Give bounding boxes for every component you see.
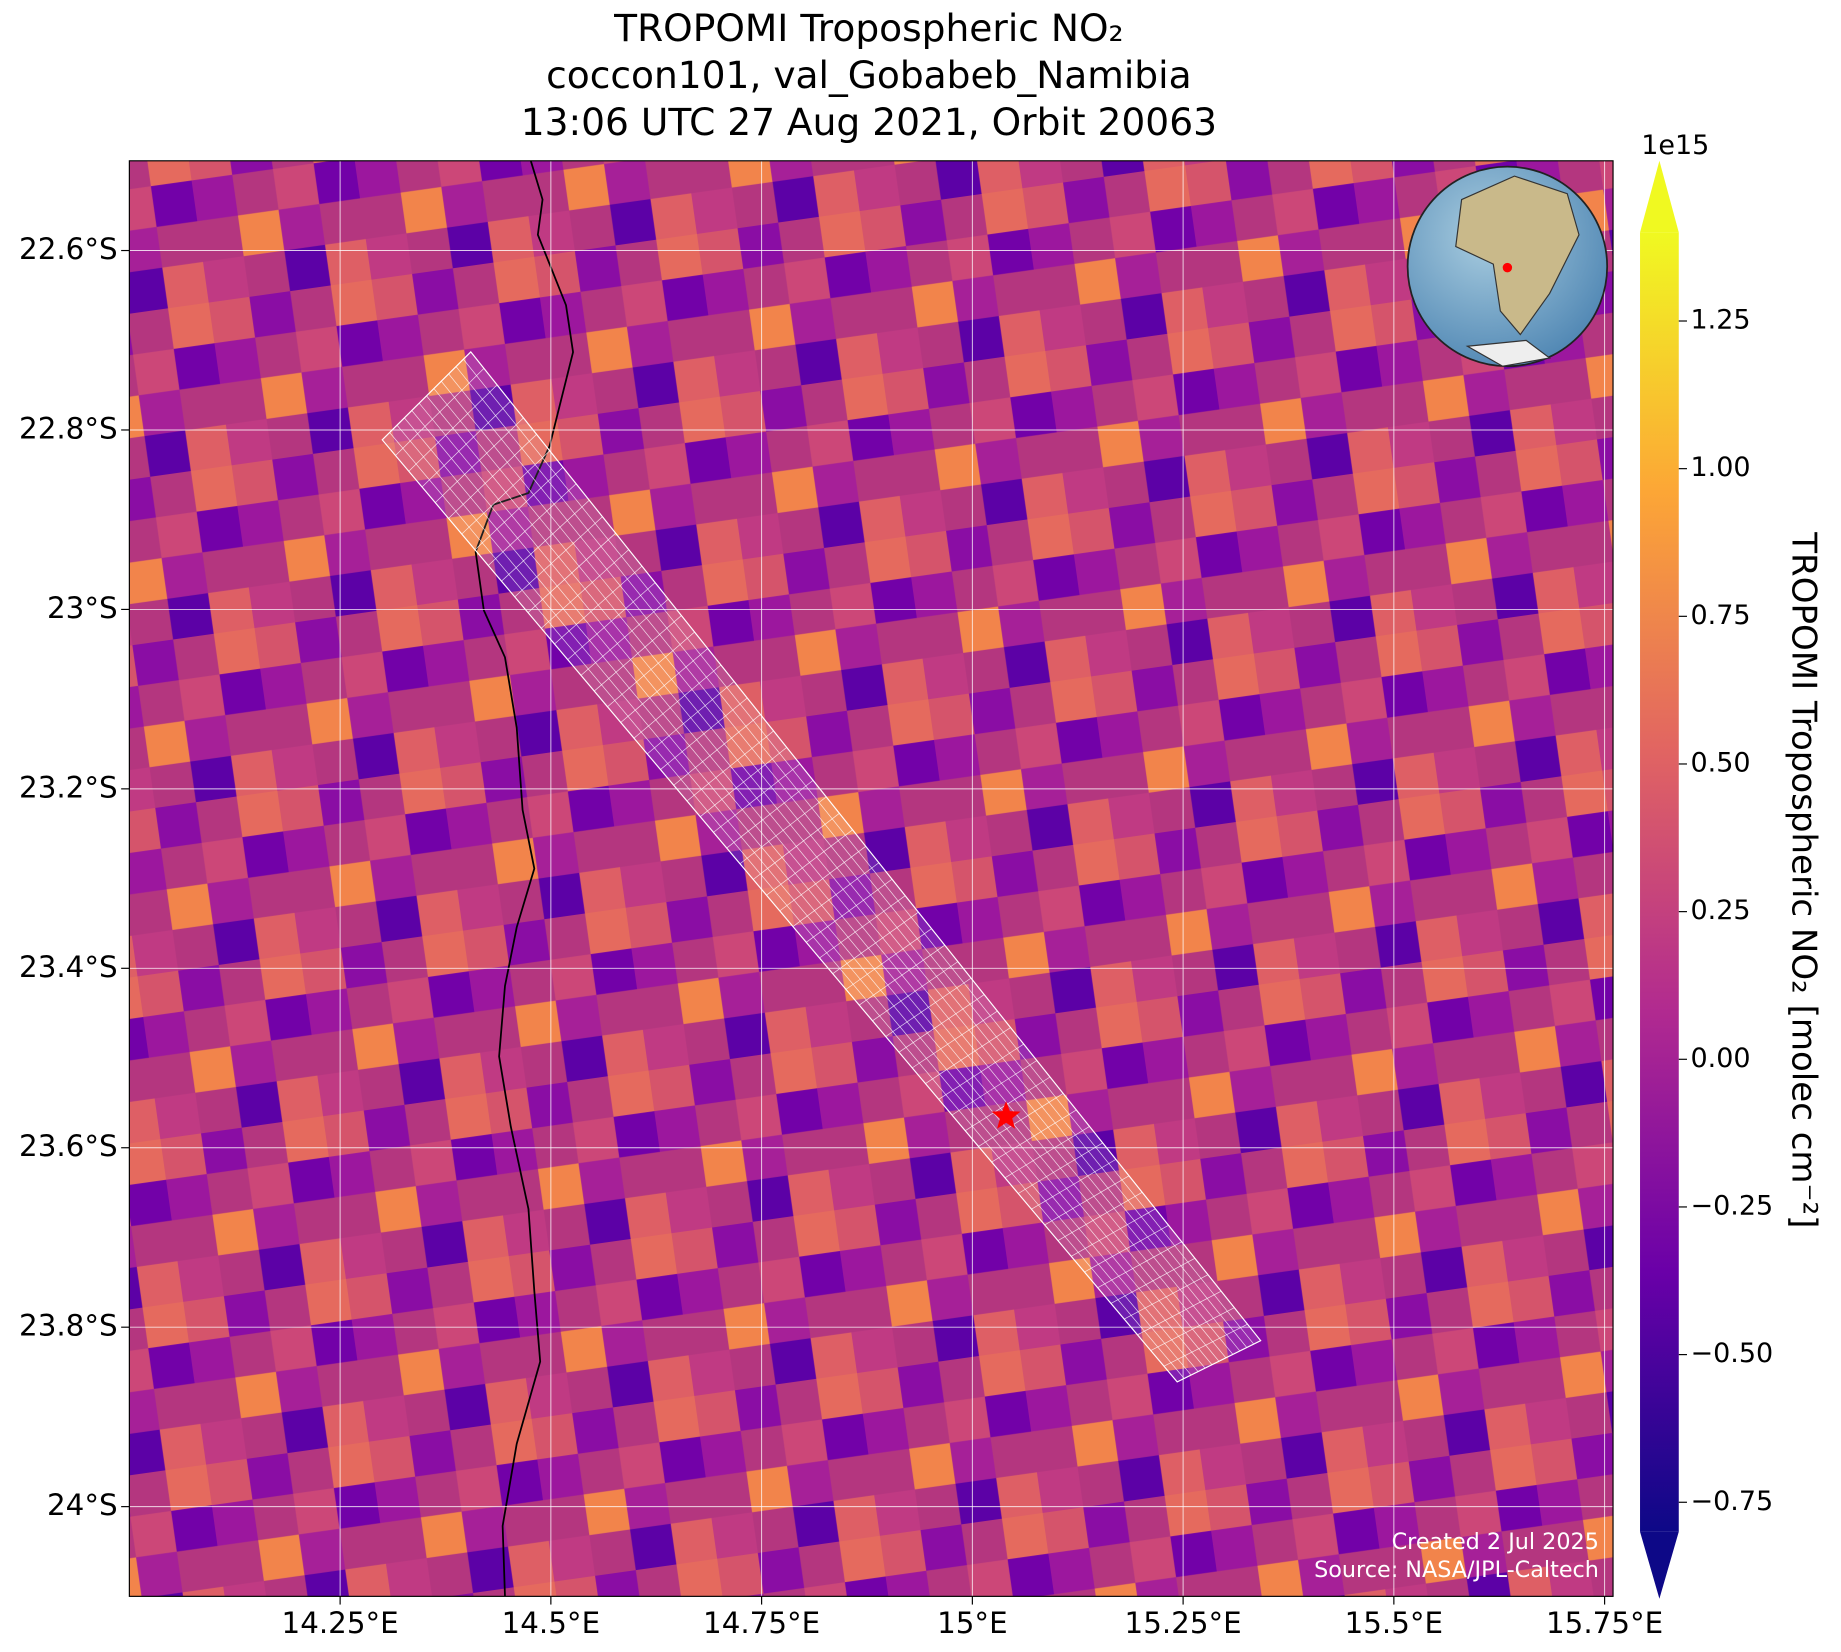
colorbar-extend-min [1640, 1531, 1679, 1599]
colorbar-tick-label: 1.25 [1691, 305, 1751, 336]
chart-title: TROPOMI Tropospheric NO₂ [613, 6, 1123, 50]
chart-title: 13:06 UTC 27 Aug 2021, Orbit 20063 [521, 100, 1217, 144]
x-tick-label: 15.75°E [1546, 1606, 1663, 1640]
inset-site [1502, 262, 1513, 273]
credit-line: Created 2 Jul 2025 [1392, 1529, 1599, 1555]
no2-field [129, 160, 1614, 1597]
x-tick-label: 14.75°E [703, 1606, 820, 1640]
colorbar-tick-label: −0.75 [1691, 1486, 1774, 1517]
colorbar-tick-label: 0.00 [1691, 1043, 1751, 1074]
colorbar-tick-label: −0.50 [1691, 1338, 1774, 1369]
colorbar-tick-label: −0.25 [1691, 1190, 1774, 1221]
y-tick-label: 24°S [47, 1488, 118, 1522]
colorbar-tick-label: 1.00 [1691, 452, 1751, 483]
x-tick-label: 14.25°E [282, 1606, 399, 1640]
y-tick-label: 23.8°S [19, 1309, 118, 1343]
footprint-grid [455, 366, 1248, 1348]
colorbar [1640, 232, 1679, 1532]
colorbar-tick-label: 0.25 [1691, 895, 1751, 926]
chart-title: coccon101, val_Gobabeb_Namibia [546, 53, 1191, 97]
colorbar-label: TROPOMI Tropospheric NO₂ [molec cm⁻²] [1784, 531, 1824, 1228]
footprint-grid [448, 373, 1241, 1352]
x-tick-label: 15°E [937, 1606, 1008, 1640]
y-tick-label: 23.2°S [19, 770, 118, 804]
footprint-grid [389, 432, 1185, 1379]
y-tick-label: 22.6°S [19, 232, 118, 266]
coastline [474, 160, 574, 1597]
footprint-grid [404, 417, 1199, 1372]
x-tick-label: 15.5°E [1345, 1606, 1444, 1640]
colorbar-tick-label: 0.75 [1691, 600, 1751, 631]
footprint-grid [441, 381, 1234, 1355]
y-tick-label: 23°S [47, 591, 118, 625]
colorbar-tick-label: 0.50 [1691, 747, 1751, 778]
footprint-grid [426, 395, 1220, 1362]
map-frame [128, 160, 1614, 1597]
colorbar-extend-max [1640, 160, 1679, 233]
y-tick-label: 22.8°S [19, 411, 118, 445]
footprint-grid [463, 359, 1254, 1345]
x-tick-label: 14.5°E [502, 1606, 600, 1640]
footprint-grid [433, 388, 1227, 1359]
footprint-grid [418, 402, 1213, 1365]
antarctica [1465, 339, 1552, 367]
x-tick-label: 15.25°E [1125, 1606, 1242, 1640]
map-area [129, 160, 1614, 1597]
y-tick-label: 23.6°S [19, 1129, 118, 1163]
footprint-grid [396, 424, 1192, 1376]
site-marker [991, 1101, 1021, 1129]
footprint-grid [411, 410, 1206, 1369]
credit-line: Source: NASA/JPL-Caltech [1314, 1557, 1599, 1583]
y-tick-label: 23.4°S [19, 950, 118, 984]
continent [1455, 175, 1580, 336]
colorbar-multiplier: 1e15 [1641, 130, 1709, 161]
